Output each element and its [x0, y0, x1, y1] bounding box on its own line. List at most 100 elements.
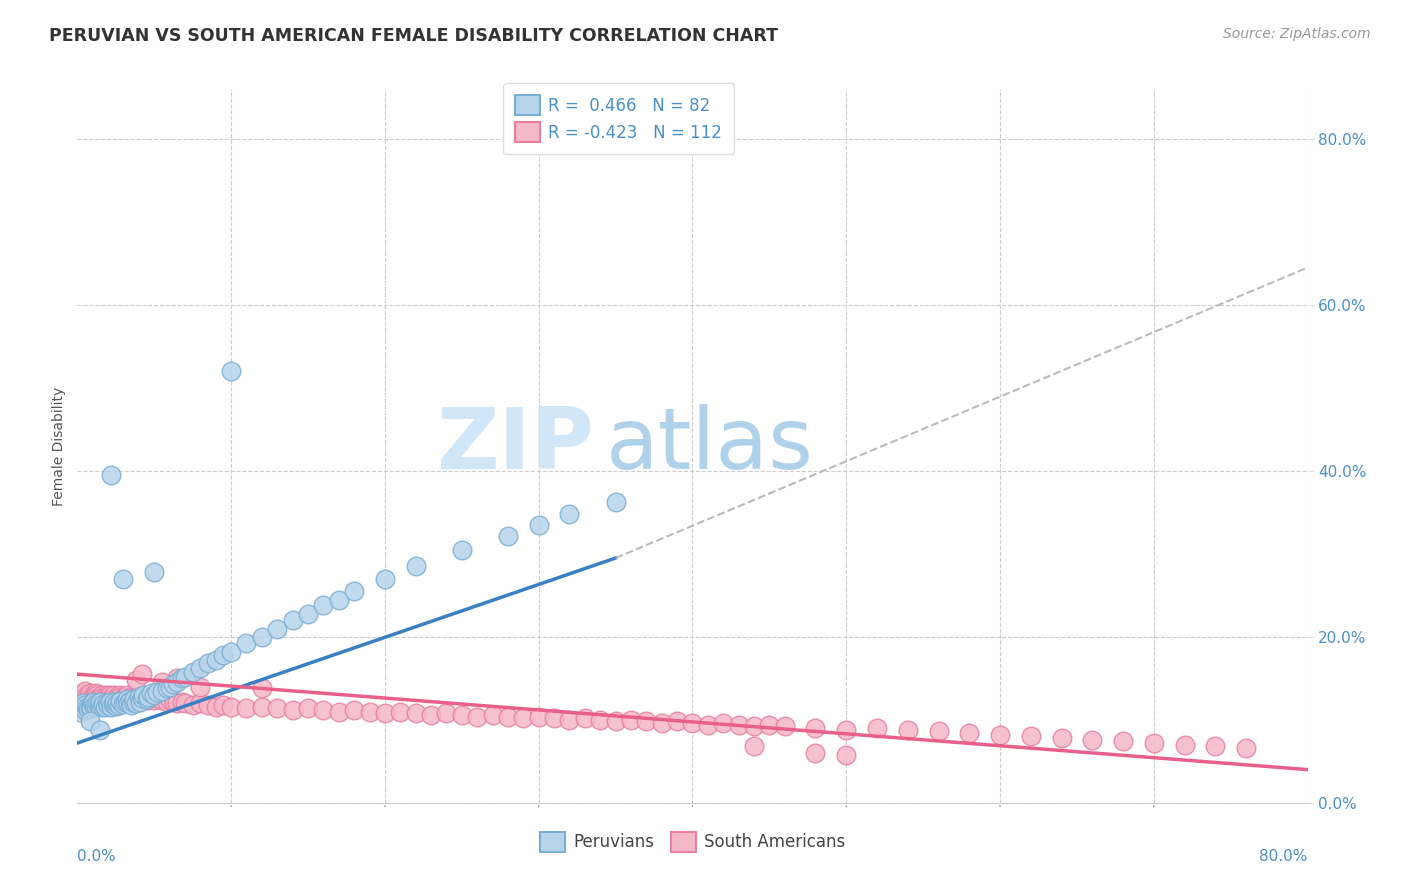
Point [89, 700, 111, 714]
Point [250, 630, 273, 644]
Point [512, 711, 534, 725]
Point [150, 683, 173, 698]
Point [94, 699, 117, 714]
Point [143, 693, 166, 707]
Point [166, 675, 188, 690]
Point [188, 661, 212, 675]
Point [163, 695, 186, 709]
Point [72, 696, 94, 710]
Point [112, 697, 135, 711]
Point [928, 724, 950, 739]
Point [89, 723, 111, 737]
Point [343, 703, 366, 717]
Point [711, 716, 734, 731]
Point [188, 680, 212, 694]
Point [389, 705, 412, 719]
Point [83, 698, 105, 713]
Point [166, 671, 188, 685]
Point [328, 705, 350, 719]
Point [114, 695, 136, 709]
Point [181, 698, 204, 712]
Point [100, 699, 122, 714]
Point [143, 565, 166, 579]
Text: atlas: atlas [606, 404, 814, 488]
Point [1204, 739, 1226, 754]
Point [742, 719, 765, 733]
Point [1174, 738, 1197, 752]
Point [69, 705, 91, 719]
Point [125, 690, 148, 704]
Point [117, 696, 139, 710]
Point [136, 693, 159, 707]
Point [141, 691, 163, 706]
Point [450, 707, 472, 722]
Point [682, 716, 704, 731]
Point [666, 714, 689, 729]
Point [174, 696, 197, 710]
Point [77, 702, 100, 716]
Point [742, 739, 765, 754]
Point [94, 691, 117, 706]
Point [128, 690, 150, 704]
Point [188, 696, 212, 710]
Point [589, 713, 612, 727]
Point [235, 636, 257, 650]
Point [170, 695, 193, 709]
Point [281, 703, 304, 717]
Point [98, 688, 121, 702]
Point [70, 686, 93, 700]
Point [1081, 732, 1104, 747]
Point [76, 700, 98, 714]
Point [146, 685, 169, 699]
Point [957, 726, 980, 740]
Point [146, 691, 169, 706]
Point [235, 701, 257, 715]
Point [527, 517, 550, 532]
Point [297, 701, 319, 715]
Point [131, 667, 153, 681]
Point [100, 468, 122, 483]
Point [620, 713, 643, 727]
Point [297, 607, 319, 621]
Point [80, 691, 103, 706]
Point [84, 700, 107, 714]
Point [343, 584, 366, 599]
Point [77, 690, 100, 704]
Point [112, 691, 135, 706]
Point [988, 728, 1011, 742]
Point [108, 688, 131, 702]
Point [79, 686, 101, 700]
Point [101, 690, 124, 704]
Point [100, 691, 122, 706]
Point [197, 657, 219, 671]
Point [219, 699, 242, 714]
Point [773, 719, 796, 733]
Point [250, 699, 273, 714]
Point [103, 695, 125, 709]
Point [835, 723, 858, 737]
Point [758, 718, 780, 732]
Point [105, 690, 128, 704]
Point [212, 648, 235, 662]
Point [605, 495, 627, 509]
Point [73, 683, 96, 698]
Point [436, 706, 458, 721]
Point [86, 696, 108, 710]
Point [89, 691, 111, 706]
Point [131, 690, 153, 704]
Point [181, 665, 204, 679]
Point [82, 695, 104, 709]
Point [115, 688, 138, 702]
Point [141, 686, 163, 700]
Point [72, 690, 94, 704]
Point [93, 690, 115, 704]
Point [93, 697, 115, 711]
Point [204, 653, 226, 667]
Point [405, 706, 427, 721]
Point [174, 670, 197, 684]
Point [122, 692, 145, 706]
Point [374, 572, 396, 586]
Point [1143, 736, 1166, 750]
Point [82, 697, 104, 711]
Point [219, 364, 242, 378]
